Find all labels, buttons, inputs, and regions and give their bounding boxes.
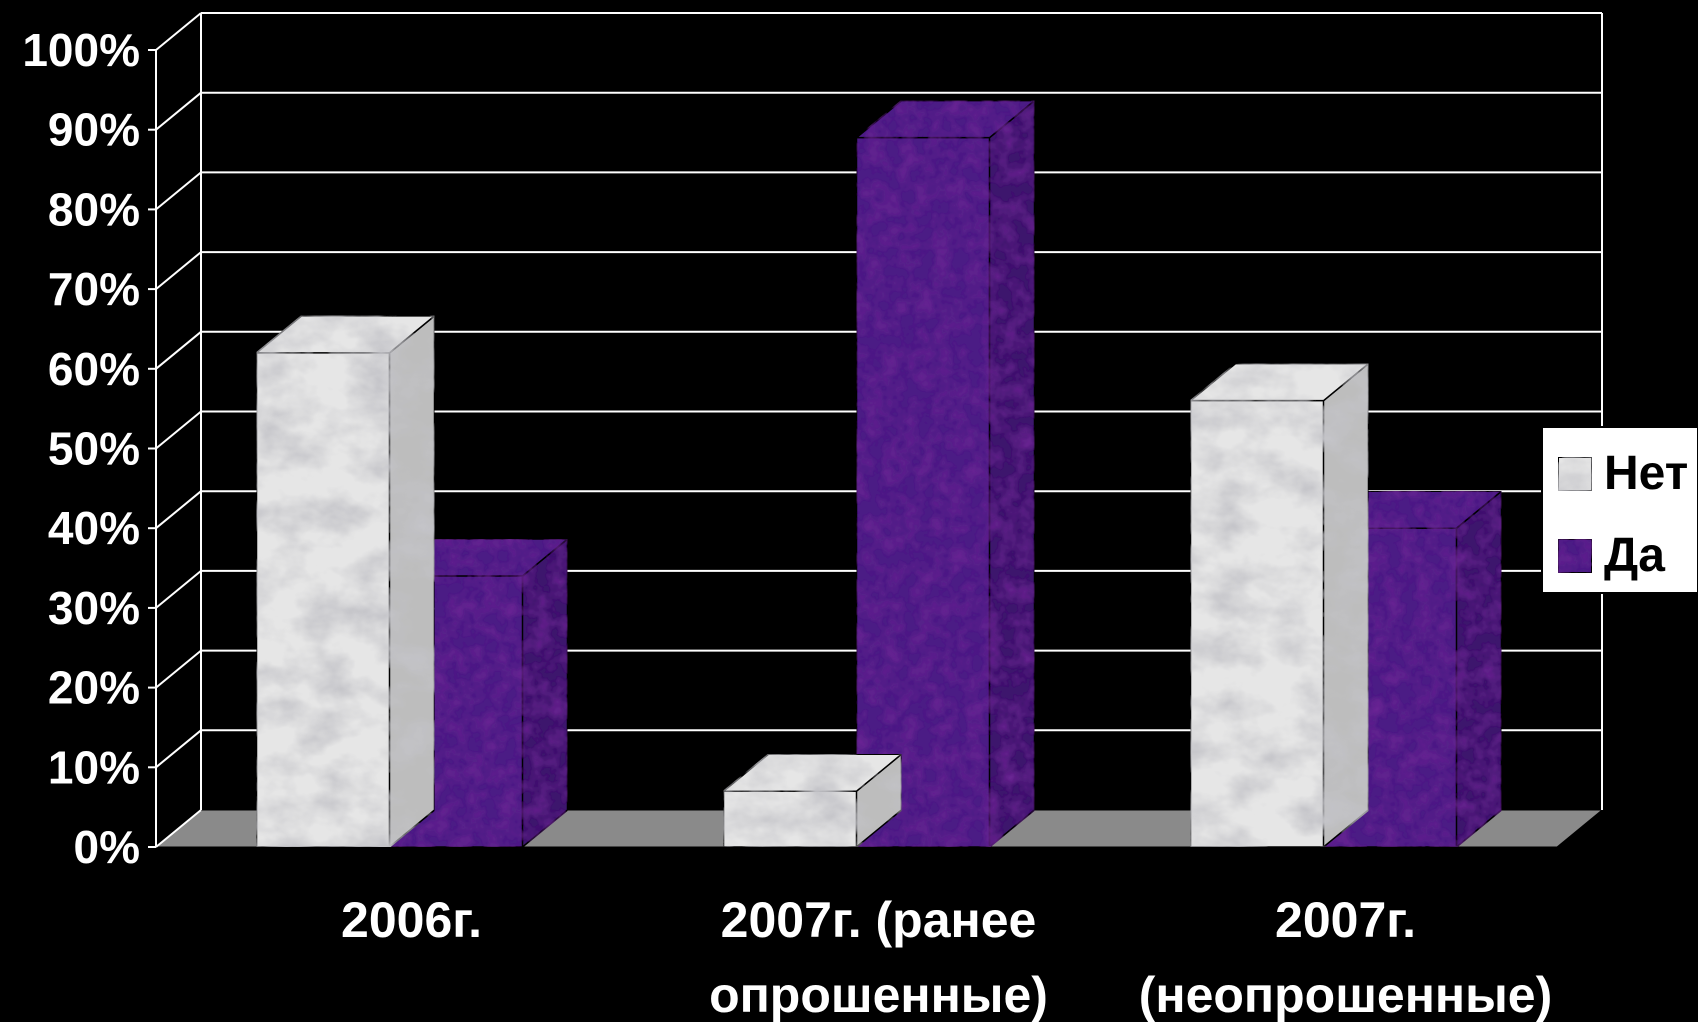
y-axis-ticks: 0% 10% 20% 30% 40% 50% 60% 70% 80% 90% 100% — [22, 24, 140, 873]
x-axis-labels: 2006г. 2007г. (ранее опрошенные) 2007г. (нео… — [341, 892, 1552, 1022]
y-tick-label: 30% — [48, 582, 140, 634]
y-tick-label: 40% — [48, 502, 140, 554]
y-tick-label: 90% — [48, 104, 140, 156]
bar — [721, 752, 904, 849]
bar-front — [722, 790, 858, 848]
legend-label: Да — [1604, 529, 1665, 582]
bar-side — [1322, 362, 1370, 849]
legend-swatch — [1557, 538, 1593, 574]
gridline-diagonal — [155, 331, 202, 370]
bar-side — [388, 314, 436, 849]
gridline-diagonal — [155, 251, 202, 290]
gridline-diagonal — [155, 809, 202, 848]
gridline-diagonal — [155, 649, 202, 689]
legend: Нет Да — [1541, 426, 1698, 594]
legend-label: Нет — [1604, 447, 1688, 500]
gridline-diagonal — [155, 729, 202, 769]
bar-front — [855, 136, 991, 848]
y-tick-label: 60% — [48, 343, 140, 395]
gridline-diagonal — [155, 570, 202, 609]
y-tick-label: 10% — [48, 741, 140, 793]
bar-front — [255, 352, 391, 848]
gridline-diagonal — [155, 410, 202, 450]
gridline-diagonal — [155, 12, 202, 51]
gridline-diagonal — [155, 171, 202, 211]
x-tick-label: (неопрошенные) — [1139, 967, 1553, 1022]
bar-group — [721, 99, 1037, 849]
legend-swatch — [1557, 456, 1593, 492]
x-tick-label: 2007г. — [1275, 892, 1416, 948]
y-tick-label: 70% — [48, 263, 140, 315]
y-tick-label: 80% — [48, 183, 140, 235]
bar-front — [1189, 399, 1325, 848]
bar-side — [521, 537, 569, 849]
bar-group — [254, 314, 570, 849]
gridline-diagonal — [155, 490, 202, 529]
y-tick-label: 50% — [48, 423, 140, 475]
bar-group — [1188, 362, 1504, 849]
bar-side — [988, 99, 1036, 849]
y-tick-label: 0% — [74, 821, 140, 873]
x-tick-label: опрошенные) — [709, 967, 1048, 1022]
bars — [254, 99, 1504, 849]
x-tick-label: 2007г. (ранее — [721, 892, 1037, 948]
bar-side — [1455, 489, 1503, 849]
y-tick-label: 20% — [48, 662, 140, 714]
bar — [854, 99, 1037, 849]
bar — [254, 314, 437, 849]
bar — [1188, 362, 1371, 849]
gridline-diagonal — [155, 91, 202, 131]
y-tick-label: 100% — [22, 24, 140, 76]
x-tick-label: 2006г. — [341, 892, 482, 948]
